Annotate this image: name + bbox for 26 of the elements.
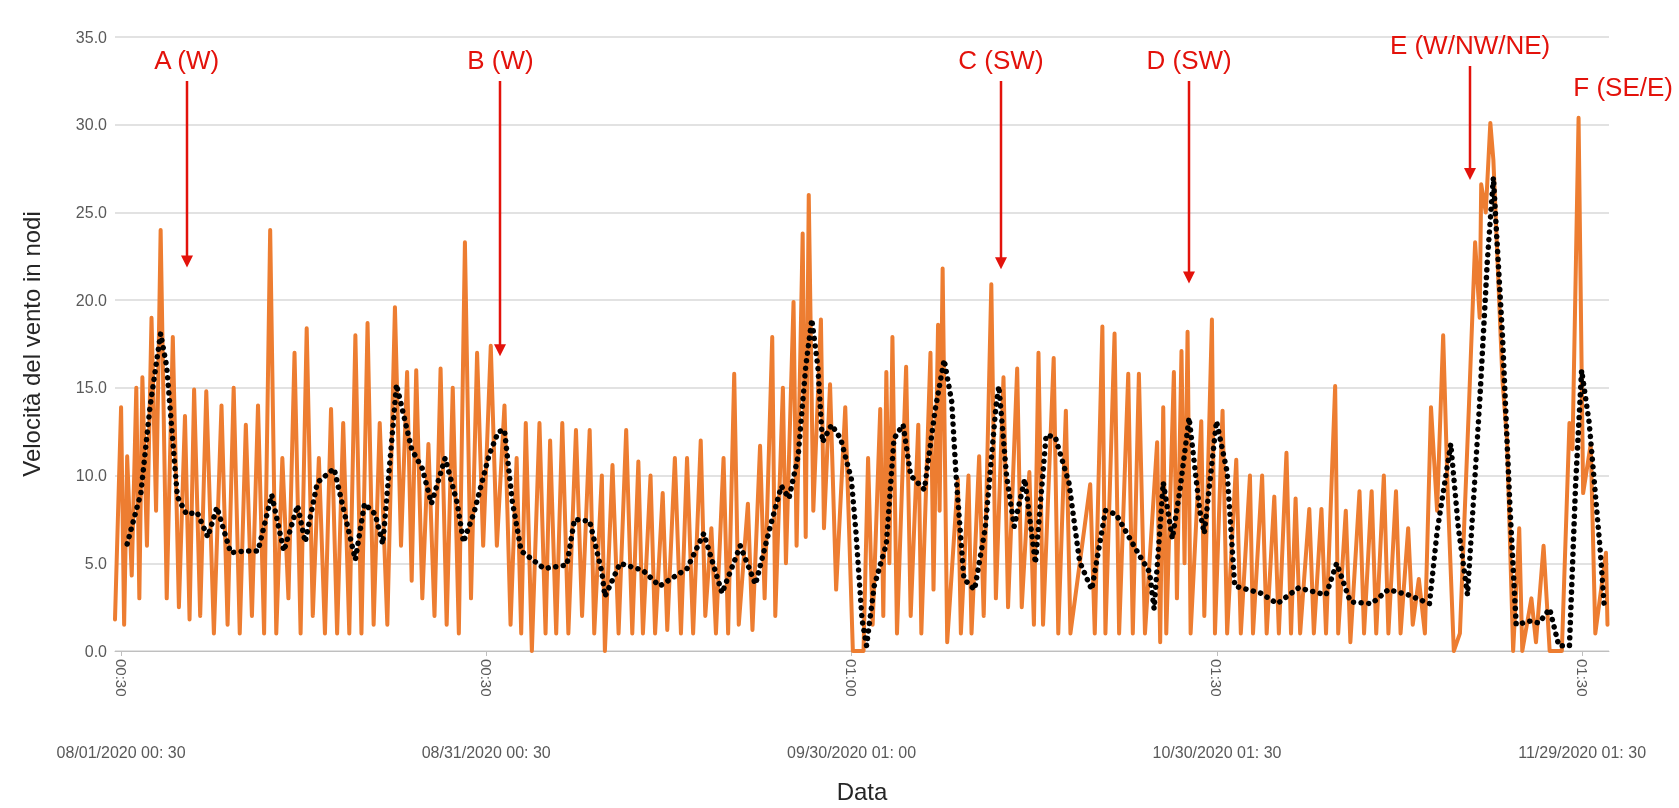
y-tick-label: 20.0 bbox=[75, 291, 108, 309]
y-tick-label: 35.0 bbox=[75, 28, 108, 46]
y-tick-label: 5.0 bbox=[84, 554, 108, 572]
x-tick-label: 01:00 bbox=[843, 659, 861, 697]
y-tick-label: 30.0 bbox=[75, 116, 108, 134]
annotation: D (SW) bbox=[1146, 45, 1232, 75]
annotation: A (W) bbox=[154, 45, 220, 75]
annotation: F (SE/E) bbox=[1573, 72, 1673, 102]
annotation: C (SW) bbox=[958, 45, 1044, 75]
x2-tick-label: 08/01/2020 00: 30 bbox=[56, 743, 186, 761]
x-tick-label: 01:30 bbox=[1208, 659, 1226, 697]
x2-tick-label: 09/30/2020 01: 00 bbox=[787, 743, 917, 761]
y-axis-title: Velocità del vento in nodi bbox=[17, 211, 45, 477]
x2-tick-label: 10/30/2020 01: 30 bbox=[1152, 743, 1282, 761]
x2-tick-label: 11/29/2020 01: 30 bbox=[1518, 743, 1647, 761]
y-tick-label: 15.0 bbox=[75, 379, 108, 397]
x-tick-label: 01:30 bbox=[1573, 659, 1591, 697]
annotation: E (W/NW/NE) bbox=[1389, 30, 1551, 61]
y-tick-label: 0.0 bbox=[84, 642, 108, 660]
x-axis-title: Data bbox=[836, 777, 888, 805]
annotation: B (W) bbox=[467, 45, 534, 75]
x-tick-label: 00:30 bbox=[112, 659, 130, 697]
y-tick-label: 10.0 bbox=[75, 467, 108, 485]
y-tick-label: 25.0 bbox=[75, 203, 108, 221]
x2-tick-label: 08/31/2020 00: 30 bbox=[421, 743, 551, 761]
x-tick-label: 00:30 bbox=[477, 659, 495, 697]
